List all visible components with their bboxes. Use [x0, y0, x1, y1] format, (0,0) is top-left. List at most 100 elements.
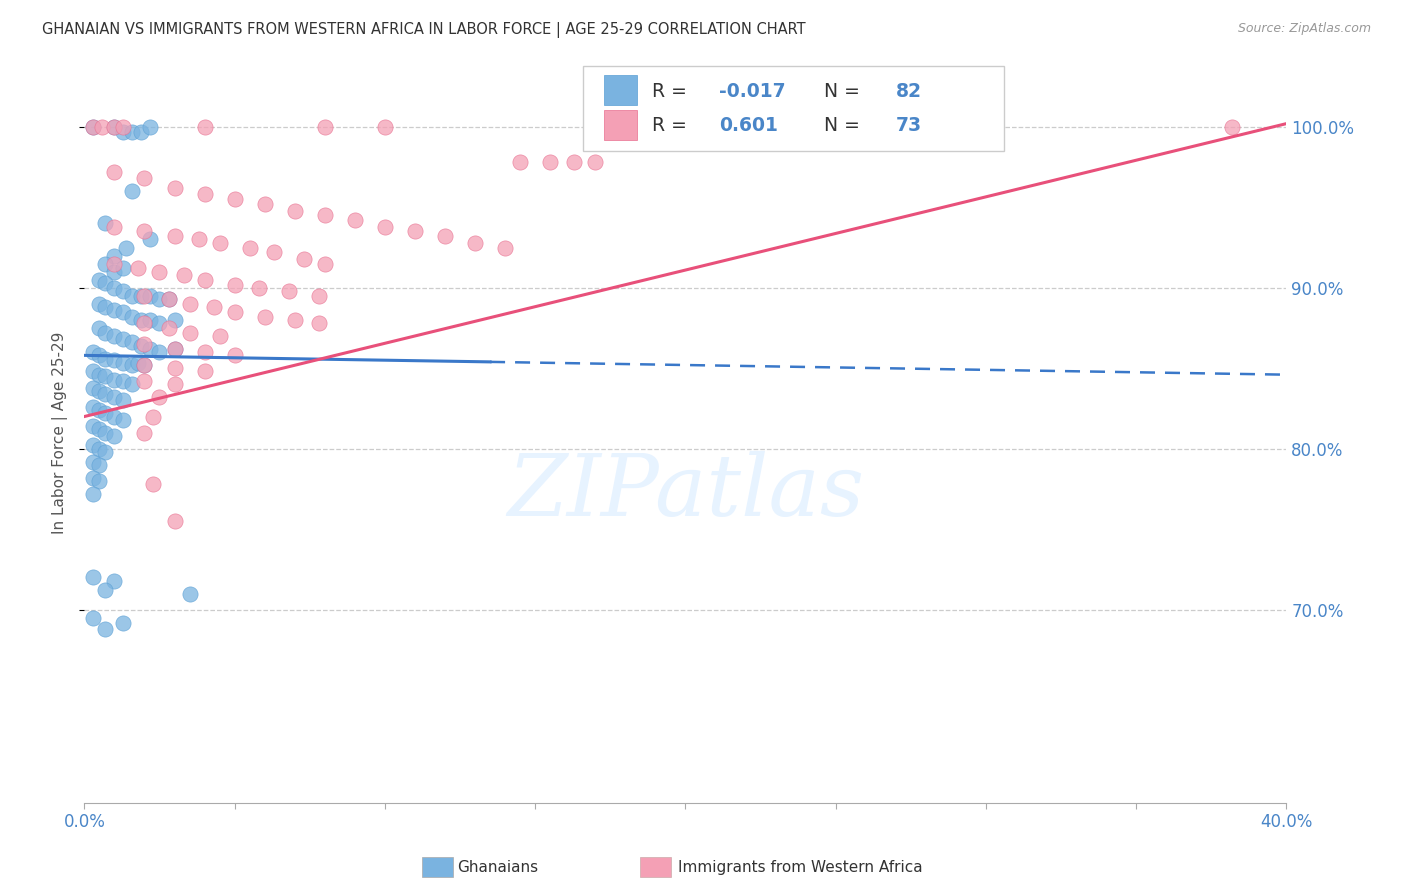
- Point: [103, 372, 125, 386]
- Point: [103, 353, 125, 368]
- Point: [134, 316, 156, 330]
- Text: N =: N =: [824, 82, 866, 101]
- Point: [134, 337, 156, 351]
- Point: [82, 611, 104, 625]
- Point: [247, 281, 270, 295]
- Text: -0.017: -0.017: [718, 82, 786, 101]
- Point: [103, 165, 125, 179]
- Point: [112, 120, 135, 134]
- Point: [103, 120, 125, 134]
- Point: [82, 400, 104, 414]
- Point: [103, 249, 125, 263]
- Point: [142, 477, 165, 491]
- Point: [509, 155, 531, 169]
- Point: [89, 442, 111, 456]
- Point: [103, 390, 125, 404]
- Point: [562, 155, 585, 169]
- Text: Source: ZipAtlas.com: Source: ZipAtlas.com: [1237, 22, 1371, 36]
- Point: [82, 438, 104, 452]
- Point: [82, 487, 104, 501]
- Point: [202, 300, 225, 314]
- Point: [103, 120, 125, 134]
- Point: [94, 257, 117, 271]
- Point: [103, 303, 125, 318]
- Point: [292, 252, 315, 266]
- Point: [94, 300, 117, 314]
- Point: [194, 364, 217, 378]
- Point: [82, 570, 104, 584]
- Point: [131, 125, 153, 139]
- Point: [224, 348, 246, 362]
- Point: [89, 297, 111, 311]
- Point: [121, 335, 143, 350]
- Point: [163, 361, 186, 376]
- Point: [89, 403, 111, 417]
- Point: [139, 342, 162, 356]
- Point: [112, 356, 135, 370]
- Point: [343, 213, 366, 227]
- Point: [374, 219, 396, 234]
- Point: [112, 261, 135, 276]
- Point: [148, 390, 170, 404]
- Text: R =: R =: [652, 82, 693, 101]
- Text: 0.601: 0.601: [718, 116, 778, 136]
- Point: [112, 332, 135, 346]
- Point: [157, 321, 180, 335]
- Point: [139, 289, 162, 303]
- Point: [82, 454, 104, 468]
- Point: [404, 224, 426, 238]
- Point: [239, 241, 262, 255]
- Point: [314, 257, 336, 271]
- Point: [103, 281, 125, 295]
- Point: [194, 187, 217, 202]
- Point: [82, 364, 104, 378]
- Point: [103, 409, 125, 424]
- Text: 82: 82: [896, 82, 922, 101]
- Point: [148, 265, 170, 279]
- Point: [89, 273, 111, 287]
- Point: [208, 329, 231, 343]
- Bar: [603, 75, 637, 105]
- Point: [494, 241, 516, 255]
- Point: [131, 339, 153, 353]
- Point: [163, 514, 186, 528]
- Point: [131, 313, 153, 327]
- Point: [187, 232, 209, 246]
- Point: [163, 229, 186, 244]
- Point: [142, 409, 165, 424]
- Point: [127, 261, 149, 276]
- Text: 73: 73: [896, 116, 922, 136]
- Point: [314, 208, 336, 222]
- Point: [94, 583, 117, 598]
- Point: [103, 219, 125, 234]
- Point: [284, 203, 307, 218]
- Point: [163, 377, 186, 392]
- Point: [134, 425, 156, 440]
- Point: [157, 292, 180, 306]
- Point: [179, 326, 201, 340]
- Point: [112, 393, 135, 408]
- Text: GHANAIAN VS IMMIGRANTS FROM WESTERN AFRICA IN LABOR FORCE | AGE 25-29 CORRELATIO: GHANAIAN VS IMMIGRANTS FROM WESTERN AFRI…: [42, 22, 806, 38]
- Point: [94, 369, 117, 384]
- Point: [82, 345, 104, 359]
- Point: [103, 329, 125, 343]
- Bar: [603, 111, 637, 140]
- Point: [89, 368, 111, 382]
- Point: [94, 326, 117, 340]
- Text: R =: R =: [652, 116, 693, 136]
- Point: [121, 358, 143, 372]
- Point: [131, 289, 153, 303]
- Text: ZIPatlas: ZIPatlas: [506, 450, 865, 533]
- Point: [163, 181, 186, 195]
- Point: [94, 276, 117, 290]
- Point: [89, 458, 111, 472]
- Text: Ghanaians: Ghanaians: [457, 860, 538, 874]
- Point: [112, 305, 135, 319]
- Point: [148, 316, 170, 330]
- Point: [94, 445, 117, 459]
- Text: N =: N =: [824, 116, 866, 136]
- Point: [194, 273, 217, 287]
- Point: [277, 284, 299, 298]
- Point: [538, 155, 561, 169]
- Point: [89, 321, 111, 335]
